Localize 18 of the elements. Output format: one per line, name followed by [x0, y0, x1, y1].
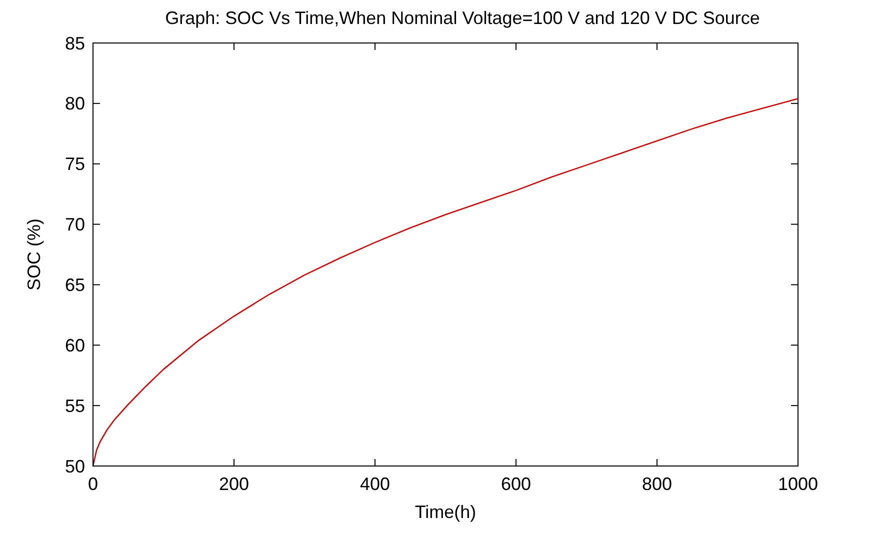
y-tick-label: 75	[64, 154, 85, 174]
x-tick-label: 200	[218, 474, 250, 494]
y-tick-label: 60	[64, 335, 85, 356]
y-tick-label: 55	[64, 396, 85, 416]
x-tick-label: 1000	[778, 474, 818, 494]
x-tick-label: 400	[360, 474, 390, 494]
y-tick-label: 65	[64, 275, 85, 296]
y-tick-label: 85	[64, 33, 85, 54]
y-tick-label: 70	[64, 214, 85, 235]
x-tick-label: 600	[500, 474, 532, 494]
y-axis-title: SOC (%)	[24, 218, 44, 290]
y-tick-label: 80	[64, 94, 85, 114]
chart-title: Graph: SOC Vs Time,When Nominal Voltage=100 V and 120 V DC Source	[165, 8, 760, 28]
x-tick-label: 0	[88, 474, 98, 494]
x-tick-label: 800	[642, 474, 672, 494]
x-axis-title: Time(h)	[414, 502, 476, 522]
y-tick-label: 50	[64, 456, 85, 476]
line-series	[92, 98, 799, 467]
